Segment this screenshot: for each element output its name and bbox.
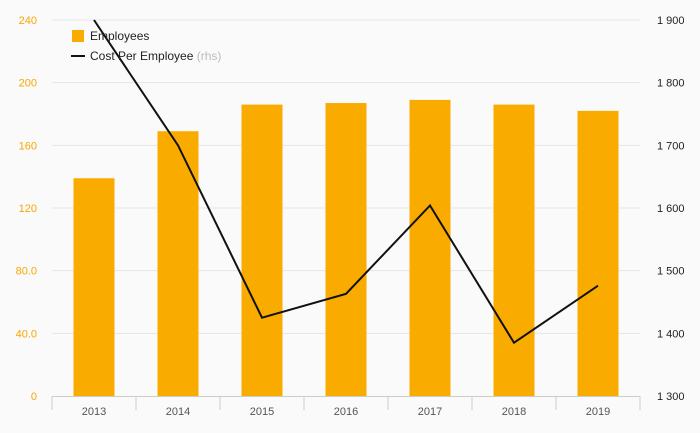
right-axis-tick-label: 1 700 [657,140,685,152]
bar [241,104,283,396]
x-axis-tick-label: 2018 [502,406,526,418]
right-axis-tick-label: 1 900 [657,15,685,27]
right-axis-tick-label: 1 400 [657,328,685,340]
left-axis-tick-label: 200 [19,78,37,90]
left-axis-tick-label: 240 [19,15,37,27]
left-axis-tick-label: 0 [31,391,37,403]
legend-swatch-employees [72,30,84,42]
x-axis-tick-label: 2015 [250,406,274,418]
right-axis-tick-label: 1 600 [657,203,685,215]
cost-per-employee-line [93,19,599,345]
x-axis-tick-label: 2019 [586,406,610,418]
bar [577,110,619,396]
x-axis-tick-label: 2016 [334,406,358,418]
bar [157,131,199,396]
legend-label-cost-per-employee: Cost Per Employee (rhs) [90,49,221,63]
bar [325,103,367,397]
right-axis-tick-label: 1 300 [657,391,685,403]
bar [73,178,115,396]
bar-series-employees [73,99,619,397]
legend-label-employees: Employees [90,29,149,43]
x-axis-tick-label: 2013 [82,406,106,418]
line-series-cost-per-employee [93,19,599,345]
right-axis-tick-label: 1 500 [657,266,685,278]
left-axis-tick-label: 120 [19,203,37,215]
right-axis-tick-label: 1 800 [657,78,685,90]
left-axis-tick-label: 40.0 [16,328,37,340]
x-axis-tick-label: 2017 [418,406,442,418]
bar [493,104,535,396]
x-axis-tick-label: 2014 [166,406,190,418]
left-axis-tick-label: 80.0 [16,266,37,278]
legend: Employees Cost Per Employee (rhs) [71,29,221,63]
bar [409,99,451,397]
left-axis-tick-label: 160 [19,140,37,152]
axes: 0 40.0 80.0 120 160 200 240 1 300 1 400 1 500 1 60… [16,15,685,418]
